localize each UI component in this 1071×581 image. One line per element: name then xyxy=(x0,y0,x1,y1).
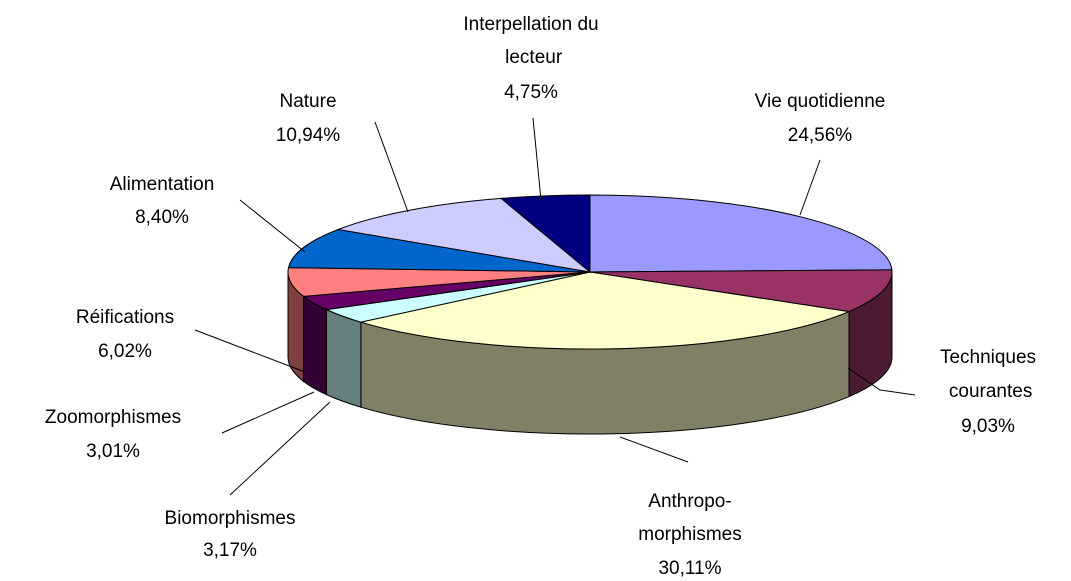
category-label: Nature xyxy=(279,91,336,112)
leader-line xyxy=(239,199,306,253)
leader-line xyxy=(532,117,542,201)
category-label: Alimentation xyxy=(110,174,215,195)
leader-line xyxy=(229,401,331,496)
value-label: 10,94% xyxy=(276,125,341,146)
category-label: Anthropo-morphismes xyxy=(638,491,741,545)
value-label: 3,01% xyxy=(86,441,140,462)
category-label: Techniques courantes xyxy=(940,347,1036,402)
value-label: 6,02% xyxy=(98,341,152,362)
category-label: Vie quotidienne xyxy=(755,91,886,112)
pie-slice xyxy=(589,194,893,273)
pie-slice xyxy=(287,228,591,273)
pie-slice xyxy=(360,271,851,350)
pie-side xyxy=(325,308,362,408)
category-label: Zoomorphismes xyxy=(45,407,181,428)
leader-line xyxy=(194,329,306,373)
leader-line xyxy=(799,159,821,216)
leader-line xyxy=(374,121,409,213)
category-label: Interpellation du lecteur xyxy=(463,14,598,68)
pie-slice xyxy=(499,194,591,274)
labels: Vie quotidienne 24,56% Techniques courante… xyxy=(45,14,1036,579)
pie-sides xyxy=(287,271,893,435)
category-label: Réifications xyxy=(76,307,174,328)
leader-line xyxy=(221,391,315,434)
value-label: 8,40% xyxy=(135,207,189,228)
pie-slice xyxy=(589,269,893,313)
value-label: 4,75% xyxy=(504,82,558,103)
category-label: Biomorphismes xyxy=(165,508,296,529)
leader-line xyxy=(847,367,916,396)
value-label: 3,17% xyxy=(203,540,257,561)
pie-side xyxy=(302,295,327,396)
pie-tops xyxy=(287,194,893,350)
leader-line xyxy=(619,436,689,463)
value-label: 30,11% xyxy=(658,558,721,579)
value-label: 24,56% xyxy=(788,125,853,146)
pie-slice xyxy=(336,197,592,273)
value-label: 9,03% xyxy=(961,416,1015,437)
